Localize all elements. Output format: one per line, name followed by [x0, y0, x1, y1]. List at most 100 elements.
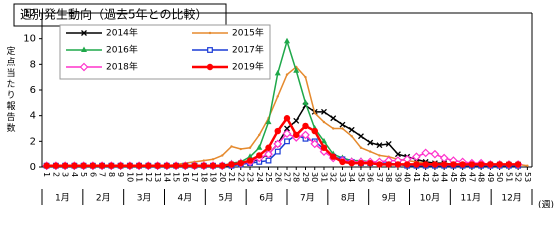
x-tick-label: 49 [486, 172, 495, 182]
x-tick-label: 47 [467, 172, 476, 182]
x-tick-label: 19 [209, 172, 218, 182]
x-tick-label: 21 [227, 172, 236, 182]
marker [505, 161, 513, 168]
x-tick-label: 39 [393, 172, 402, 182]
month-label: 11月 [461, 193, 481, 204]
x-tick-label: 16 [181, 172, 190, 182]
month-label: 7月 [300, 193, 315, 204]
marker [339, 121, 346, 128]
series-line [46, 104, 519, 167]
x-tick-label: 11 [135, 172, 144, 182]
x-tick-label: 52 [514, 172, 523, 182]
marker [265, 157, 272, 164]
marker [211, 158, 215, 161]
marker [313, 111, 316, 115]
legend-label: 2016年 [106, 44, 138, 56]
x-tick-label: 10 [125, 172, 134, 182]
x-tick-label: 42 [421, 172, 430, 182]
marker [304, 75, 307, 79]
marker [496, 161, 503, 168]
x-tick-label: 6 [88, 172, 97, 177]
marker [385, 140, 392, 147]
marker [221, 154, 224, 157]
series-line [46, 132, 519, 167]
month-label: 6月 [259, 193, 274, 204]
x-tick-label: 27 [283, 172, 292, 182]
marker [322, 120, 326, 124]
x-tick-label: 53 [523, 172, 532, 182]
x-tick-label: 13 [153, 172, 162, 182]
y-tick-label: 6 [30, 85, 36, 96]
marker [228, 161, 235, 168]
marker [468, 161, 476, 168]
marker [440, 161, 448, 168]
x-tick-label: 29 [301, 172, 310, 182]
marker [145, 162, 152, 169]
y-tick-label: 12 [23, 8, 36, 19]
marker [247, 153, 254, 159]
y-tick-label: 4 [30, 111, 36, 122]
legend-label: 2019年 [232, 61, 264, 73]
series-line [46, 115, 519, 167]
marker [71, 162, 78, 169]
x-tick-label: 12 [144, 172, 153, 182]
legend-label: 2018年 [106, 61, 138, 73]
marker [332, 127, 335, 130]
marker [311, 127, 318, 135]
marker [341, 127, 344, 130]
marker [293, 131, 300, 139]
marker [369, 150, 372, 153]
marker [230, 145, 233, 148]
x-tick-label: 24 [255, 172, 264, 182]
x-tick-label: 30 [310, 172, 319, 182]
marker [320, 144, 328, 151]
marker [330, 153, 337, 160]
x-tick-label: 51 [504, 172, 513, 182]
marker [330, 115, 337, 122]
marker [348, 159, 355, 167]
marker [412, 152, 421, 162]
x-tick-label: 35 [356, 172, 365, 182]
marker [421, 148, 431, 158]
marker [431, 161, 439, 168]
marker [293, 117, 300, 124]
y-tick-label: 8 [30, 59, 36, 70]
marker [202, 159, 205, 162]
marker [310, 139, 320, 149]
x-tick-label: 9 [116, 172, 125, 177]
x-tick-label: 14 [162, 172, 171, 182]
marker [301, 130, 310, 140]
y-tick-label: 0 [30, 162, 36, 173]
x-tick-label: 45 [449, 172, 458, 182]
marker [430, 149, 440, 159]
x-tick-label: 25 [264, 172, 273, 182]
y-tick-label: 2 [30, 136, 36, 147]
x-tick-label: 17 [190, 172, 199, 182]
month-label: 9月 [382, 193, 397, 204]
marker [348, 126, 355, 133]
month-label: 5月 [218, 193, 233, 204]
x-tick-label: 40 [403, 172, 412, 182]
marker [80, 162, 87, 169]
legend-marker [81, 46, 87, 52]
marker [135, 162, 143, 169]
marker [256, 152, 263, 159]
x-tick-label: 8 [107, 172, 116, 177]
marker [246, 157, 254, 164]
marker [248, 146, 252, 149]
marker [219, 162, 226, 169]
marker [413, 161, 420, 168]
legend-box [59, 24, 271, 80]
x-tick-label: 15 [172, 172, 181, 182]
marker [126, 162, 134, 169]
x-tick-label: 37 [375, 172, 384, 182]
marker [284, 37, 290, 44]
marker [357, 159, 365, 167]
x-tick-label: 3 [61, 172, 70, 177]
marker [61, 162, 69, 169]
x-tick-label: 48 [477, 172, 486, 182]
marker [276, 95, 279, 98]
marker [302, 99, 309, 105]
marker [265, 118, 272, 125]
